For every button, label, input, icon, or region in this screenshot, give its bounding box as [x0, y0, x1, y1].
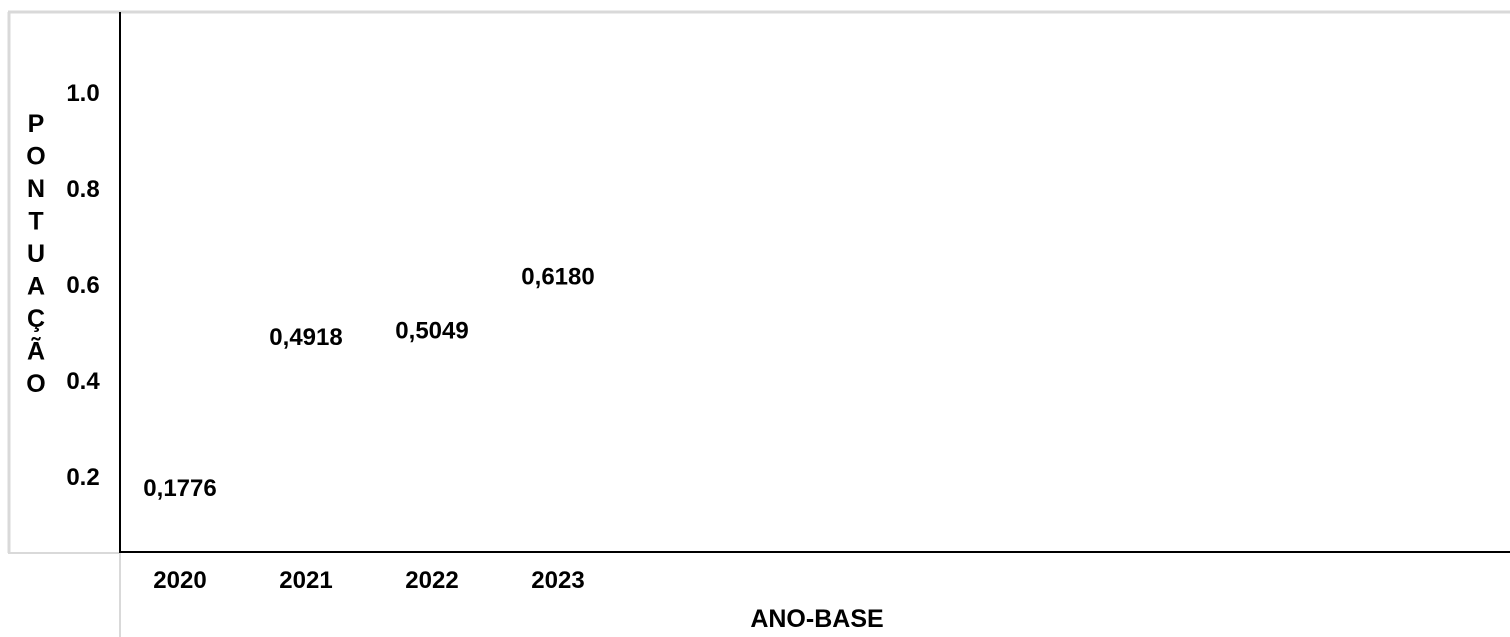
x-tick-label: 2022	[405, 567, 458, 594]
y-axis-label-letter: N	[27, 175, 45, 203]
y-tick-label: 0.8	[66, 176, 99, 203]
y-tick-label: 0.2	[66, 464, 99, 491]
y-axis-label-letter: P	[28, 110, 45, 138]
x-tick-label: 2020	[153, 567, 206, 594]
y-axis-label-letter: T	[28, 208, 43, 236]
data-value-label: 0,1776	[143, 475, 216, 502]
y-axis-label-letter: A	[27, 273, 45, 301]
x-tick-label: 2021	[279, 567, 332, 594]
x-axis-label: ANO-BASE	[750, 605, 883, 633]
data-value-label: 0,5049	[395, 318, 468, 345]
x-tick-label: 2023	[531, 567, 584, 594]
y-tick-label: 0.4	[66, 368, 100, 395]
y-tick-labels: 1.0 0.8 0.6 0.4 0.2	[66, 80, 100, 491]
x-tick-labels: 2020 2021 2022 2023	[153, 567, 584, 594]
y-axis-label-letter: Ç	[27, 305, 45, 333]
data-value-label: 0,4918	[269, 324, 342, 351]
data-value-label: 0,6180	[521, 263, 594, 290]
y-tick-label: 0.6	[66, 272, 99, 299]
y-axis-label-letter: U	[27, 240, 45, 268]
y-axis-label-letter: Ã	[27, 336, 45, 366]
y-tick-label: 1.0	[66, 80, 99, 107]
data-value-labels: 0,1776 0,4918 0,5049 0,6180	[143, 263, 594, 501]
y-axis-label-letter: O	[26, 143, 45, 171]
y-axis-label-letter: O	[26, 370, 45, 398]
